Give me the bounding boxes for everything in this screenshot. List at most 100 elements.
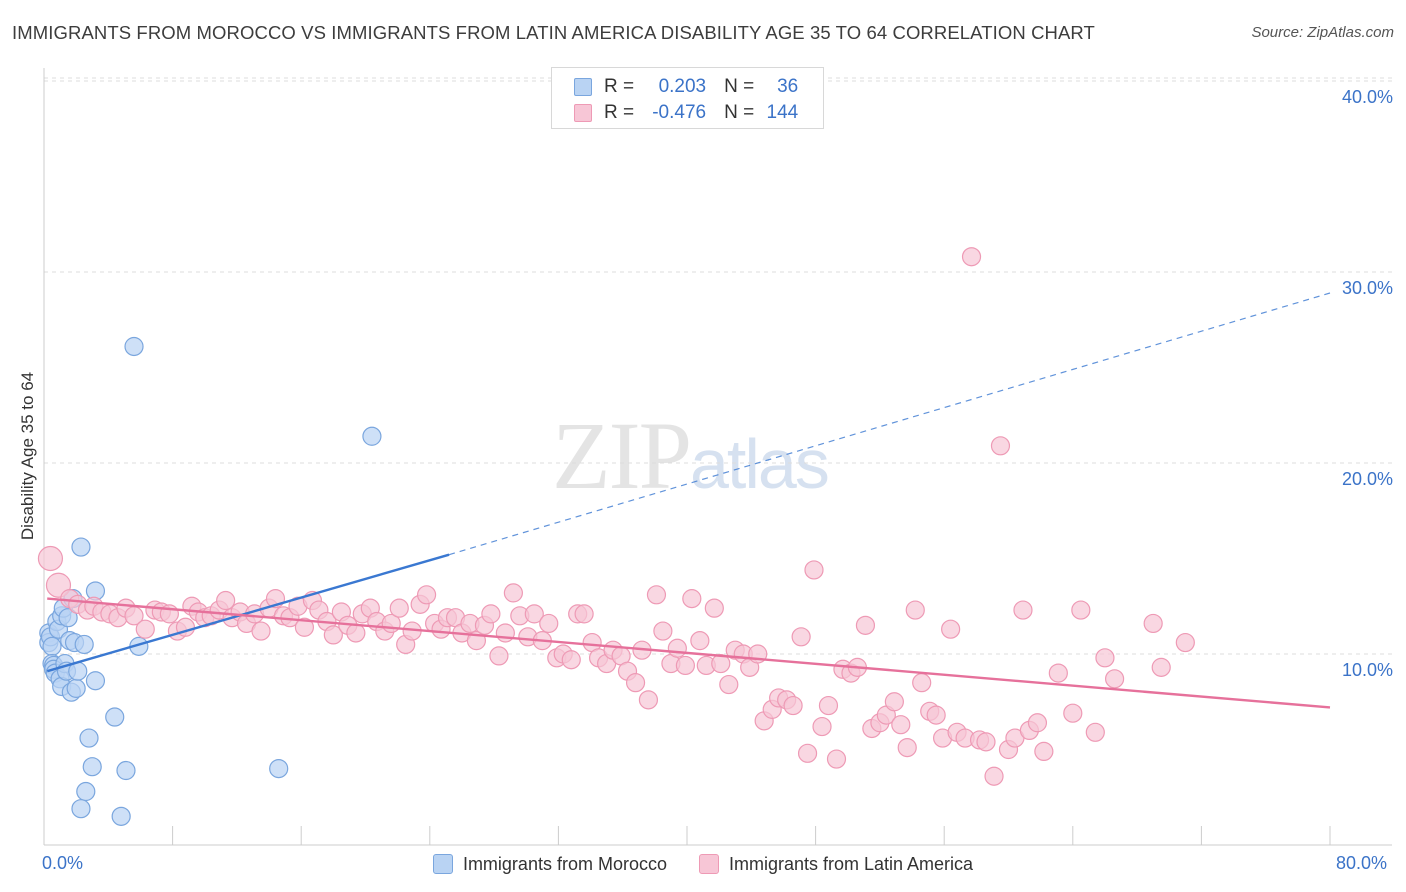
point-latin-america (711, 653, 731, 674)
point-latin-america (135, 619, 155, 639)
point-latin-america (389, 598, 409, 618)
point-morocco (85, 671, 106, 691)
point-latin-america (294, 617, 315, 637)
point-morocco (76, 781, 96, 802)
trendline-morocco (46, 553, 450, 673)
point-morocco (74, 634, 94, 655)
point-latin-america (818, 695, 839, 716)
y-tick-label-30: 30.0% (1341, 278, 1393, 298)
legend-r-value-latin-america: -0.476 (652, 102, 707, 123)
point-latin-america (897, 737, 917, 758)
watermark-zip: ZIP (552, 402, 692, 509)
legend-n-label: N = (724, 76, 755, 97)
point-latin-america (539, 613, 559, 634)
chart-title: IMMIGRANTS FROM MOROCCO VS IMMIGRANTS FR… (12, 22, 1095, 43)
point-latin-america (1034, 741, 1054, 762)
source-label: Source: ZipAtlas.com (1251, 24, 1394, 41)
point-latin-america (495, 623, 515, 643)
point-latin-america (524, 604, 544, 624)
point-latin-america (984, 766, 1004, 786)
point-latin-america (690, 631, 710, 651)
point-morocco (71, 537, 91, 557)
point-latin-america (719, 674, 739, 695)
legend-label-latin-america: Immigrants from Latin America (728, 853, 974, 874)
point-latin-america (912, 673, 932, 693)
point-latin-america (1063, 703, 1083, 723)
point-latin-america (561, 650, 581, 670)
point-latin-america (826, 749, 847, 769)
point-latin-america (961, 247, 982, 267)
point-latin-america (346, 623, 366, 643)
point-latin-america (1013, 600, 1033, 620)
trendline-latin-america (47, 597, 1331, 709)
y-tick-label-10: 10.0% (1341, 660, 1393, 680)
point-latin-america (1143, 613, 1163, 634)
legend-row-morocco: R = 0.203 N = 36 (574, 75, 798, 99)
legend-r-label: R = (604, 102, 635, 123)
point-latin-america (1085, 722, 1105, 742)
point-latin-america (783, 695, 803, 716)
point-latin-america (1095, 648, 1115, 668)
y-axis-label: Disability Age 35 to 64 (18, 371, 37, 541)
point-latin-america (941, 619, 961, 639)
point-latin-america (1071, 600, 1091, 620)
legend-item-latin-america: Immigrants from Latin America (698, 853, 974, 875)
point-latin-america (667, 638, 687, 658)
point-latin-america (675, 655, 695, 676)
legend-swatch-latin-america (574, 104, 592, 122)
point-latin-america (251, 621, 271, 641)
point-morocco (66, 678, 86, 698)
point-latin-america (1048, 663, 1068, 683)
point-latin-america (926, 705, 946, 725)
legend-label-morocco: Immigrants from Morocco (462, 853, 667, 874)
point-latin-america (653, 621, 673, 641)
point-latin-america (1175, 632, 1195, 653)
point-morocco (105, 707, 125, 727)
point-morocco (116, 760, 136, 781)
point-latin-america (625, 673, 646, 693)
legend-r-label: R = (604, 76, 635, 97)
point-latin-america (804, 560, 824, 580)
legend-n-value-morocco: 36 (777, 76, 799, 97)
watermark-atlas: atlas (690, 425, 830, 503)
point-latin-america (489, 646, 509, 666)
point-morocco (58, 608, 78, 628)
point-latin-america (905, 600, 925, 620)
point-latin-america (216, 590, 236, 611)
x-tick-label-min: 0.0% (42, 853, 84, 873)
point-latin-america (791, 627, 811, 647)
point-latin-america (1104, 669, 1125, 689)
watermark: ZIPatlas (552, 400, 830, 511)
point-latin-america (682, 589, 702, 609)
point-latin-america (323, 625, 343, 645)
legend-row-latin-america: R = -0.476 N = 144 (574, 101, 798, 125)
x-tick-label-max: 80.0% (1336, 853, 1388, 873)
point-morocco (79, 728, 99, 748)
point-morocco (82, 757, 102, 777)
point-latin-america (574, 604, 594, 624)
point-latin-america (37, 545, 64, 572)
y-tick-label-20: 20.0% (1341, 469, 1393, 489)
point-latin-america (638, 690, 659, 710)
correlation-legend: R = 0.203 N = 36 R = -0.476 N = 144 (551, 67, 824, 129)
legend-swatch-morocco (574, 78, 592, 96)
point-morocco (269, 758, 289, 779)
point-latin-america (976, 732, 996, 752)
point-latin-america (646, 585, 667, 605)
trendline-morocco-extension (448, 292, 1331, 556)
point-morocco (362, 426, 382, 446)
point-latin-america (1027, 713, 1048, 733)
point-morocco (111, 806, 131, 826)
point-latin-america (891, 715, 911, 735)
legend-n-label: N = (724, 102, 755, 123)
legend-item-morocco: Immigrants from Morocco (432, 853, 667, 875)
point-morocco (71, 799, 91, 819)
legend-swatch-morocco (432, 854, 453, 874)
point-latin-america (416, 585, 437, 605)
y-tick-label-40: 40.0% (1341, 87, 1393, 107)
point-latin-america (990, 436, 1011, 456)
legend-n-value-latin-america: 144 (766, 102, 799, 123)
point-latin-america (812, 716, 832, 737)
point-morocco (42, 636, 62, 656)
